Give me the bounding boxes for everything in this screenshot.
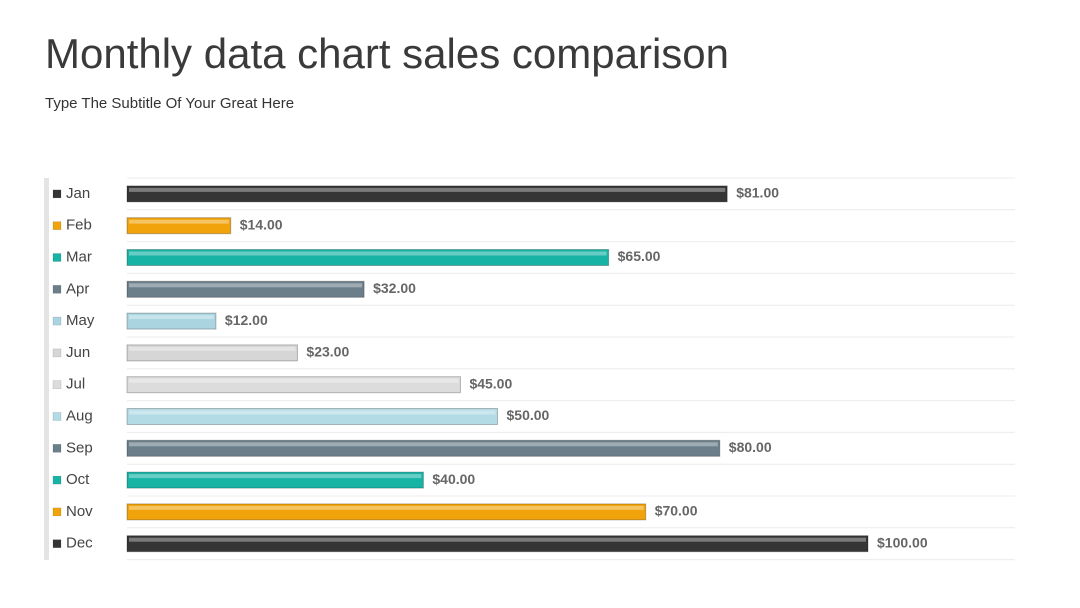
category-label: Aug — [66, 407, 93, 424]
value-label: $100.00 — [877, 534, 928, 550]
category-label: Apr — [66, 280, 89, 297]
value-label: $32.00 — [373, 280, 416, 296]
bar — [126, 408, 498, 425]
bar — [126, 249, 610, 266]
value-label: $80.00 — [729, 439, 772, 455]
category-label: Dec — [66, 535, 93, 552]
bar-highlight — [129, 410, 496, 415]
bar-highlight — [129, 315, 214, 320]
chart-title: Monthly data chart sales comparison — [45, 30, 729, 77]
legend-swatch — [52, 444, 62, 453]
bar — [126, 503, 647, 521]
category-label: Jun — [66, 344, 90, 361]
bar-highlight — [129, 474, 422, 479]
value-label: $40.00 — [432, 471, 475, 487]
bar — [126, 185, 728, 203]
bar-highlight — [129, 283, 363, 288]
legend-swatch — [52, 285, 62, 294]
bar — [126, 535, 869, 553]
bar-highlight — [129, 346, 296, 351]
bar — [126, 217, 232, 235]
category-label: Nov — [66, 503, 93, 520]
category-label: Sep — [66, 439, 93, 456]
legend-swatch — [52, 348, 62, 358]
bar-highlight — [129, 219, 229, 224]
bar — [126, 344, 298, 362]
value-label: $45.00 — [469, 375, 512, 391]
category-label: Oct — [66, 471, 90, 488]
legend-swatch — [52, 539, 62, 548]
bar — [126, 280, 365, 298]
bar-highlight — [129, 505, 644, 510]
legend-swatch — [52, 189, 62, 199]
value-label: $65.00 — [618, 248, 661, 264]
chart-subtitle: Type The Subtitle Of Your Great Here — [45, 95, 294, 112]
category-label: Jan — [66, 185, 90, 202]
bar-highlight — [129, 537, 866, 542]
value-label: $81.00 — [736, 185, 779, 201]
category-label: Jul — [66, 376, 85, 393]
bar — [126, 312, 217, 330]
bar — [126, 471, 424, 489]
value-label: $70.00 — [655, 503, 698, 519]
bar-highlight — [129, 442, 718, 447]
category-label: Feb — [66, 217, 92, 234]
legend-swatch — [52, 475, 62, 485]
legend-swatch — [52, 380, 62, 389]
legend-swatch — [52, 316, 62, 326]
category-label: May — [66, 312, 95, 329]
bar-highlight — [129, 378, 459, 383]
legend-swatch — [52, 412, 62, 421]
legend-rail — [44, 178, 49, 560]
bar-highlight — [129, 187, 726, 192]
value-label: $14.00 — [240, 216, 283, 232]
value-label: $23.00 — [306, 344, 349, 360]
legend-swatch — [52, 221, 62, 230]
bar — [126, 439, 721, 457]
value-label: $12.00 — [225, 312, 268, 328]
category-label: Mar — [66, 248, 92, 265]
value-label: $50.00 — [507, 407, 550, 423]
legend-swatch — [52, 253, 62, 262]
legend-swatch — [52, 507, 62, 517]
bar — [126, 376, 461, 394]
bar-highlight — [129, 251, 607, 256]
